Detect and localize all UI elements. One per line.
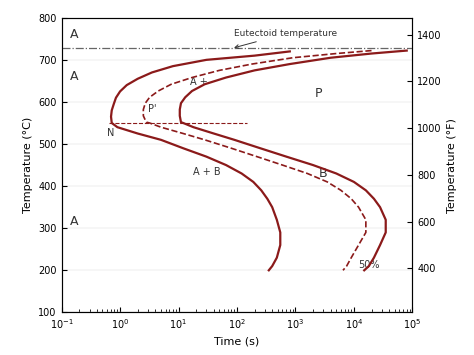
- Text: Eutectoid temperature: Eutectoid temperature: [234, 29, 337, 48]
- Text: 50%: 50%: [358, 260, 380, 270]
- Text: P': P': [147, 104, 156, 114]
- Y-axis label: Temperature (°F): Temperature (°F): [447, 118, 457, 213]
- Text: A: A: [70, 215, 79, 228]
- Text: A: A: [70, 70, 79, 83]
- Text: B: B: [319, 167, 328, 180]
- Text: A + B: A + B: [193, 167, 221, 177]
- Text: A: A: [70, 28, 79, 41]
- Y-axis label: Temperature (°C): Temperature (°C): [23, 117, 33, 213]
- Text: A +: A +: [190, 77, 208, 87]
- Text: N: N: [107, 128, 114, 138]
- X-axis label: Time (s): Time (s): [214, 337, 260, 346]
- Text: P: P: [315, 87, 322, 100]
